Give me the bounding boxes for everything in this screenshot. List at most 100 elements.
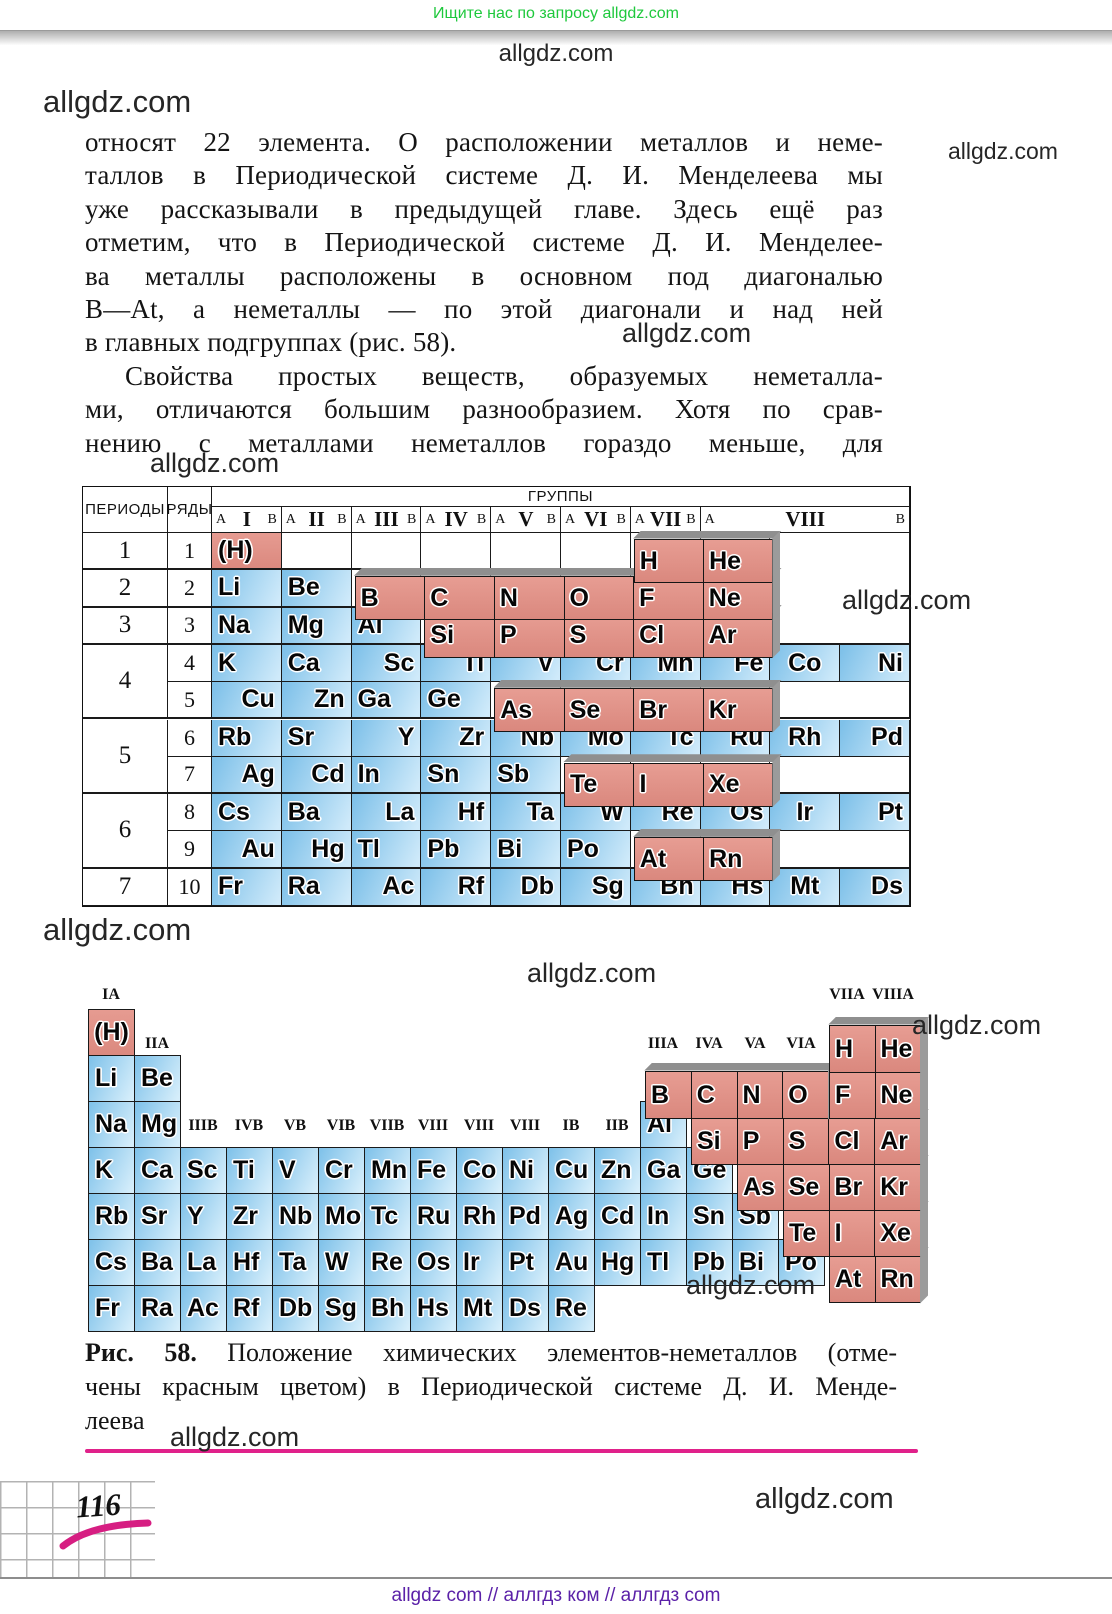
element-cell-O: O — [782, 1072, 828, 1118]
element-cell-Hf: Hf — [421, 794, 492, 832]
element-cell-Na: Na — [88, 1101, 135, 1148]
group-label-VIII: VIII — [417, 1117, 449, 1134]
element-cell-Ta: Ta — [272, 1239, 319, 1286]
element-cell-Kr: Kr — [874, 1164, 920, 1210]
empty-cell — [491, 533, 561, 571]
element-cell-Ga: Ga — [351, 682, 422, 720]
group-header-part: А — [634, 511, 645, 527]
period-7: 7 — [83, 868, 168, 906]
element-cell-F: F — [633, 577, 703, 620]
element-cell-Kr: Kr — [702, 689, 773, 732]
group-header-part: V — [518, 507, 534, 531]
header-ryady: РЯДЫ — [167, 487, 212, 533]
element-cell-He: He — [703, 540, 772, 582]
element-cell-Ne: Ne — [874, 1072, 921, 1118]
ryad-8: 8 — [168, 794, 212, 832]
element-cell-Re: Re — [548, 1285, 595, 1332]
element-cell-Ac: Ac — [180, 1285, 227, 1332]
element-cell-Au: Au — [548, 1239, 595, 1286]
element-cell-Zr: Zr — [226, 1193, 273, 1240]
element-cell-P: P — [493, 614, 564, 657]
element-cell-Li: Li — [88, 1055, 135, 1102]
footer-text: allgdz com // аллгдз ком // аллгдз com — [391, 1585, 721, 1606]
element-cell-Si: Si — [430, 621, 455, 650]
ryad-3: 3 — [168, 607, 212, 645]
top-banner-text: Ищите нас по запросу allgdz.com — [433, 5, 679, 22]
element-cell-Hg: Hg — [594, 1239, 641, 1286]
element-cell-He: He — [874, 1026, 921, 1072]
element-cell-La: La — [180, 1239, 227, 1286]
element-cell-Rn: Rn — [874, 1256, 921, 1302]
element-cell-Ba: Ba — [281, 794, 352, 832]
element-cell-Os: Os — [410, 1239, 457, 1286]
group-header-part: VII — [649, 507, 682, 531]
element-cell-(H): (H) — [212, 533, 282, 571]
element-cell-As: As — [743, 1172, 775, 1201]
element-cell-Fr: Fr — [212, 868, 282, 906]
group-label-IB: IB — [562, 1117, 580, 1134]
element-cell-As: As — [500, 695, 533, 724]
nonmetal-slab: As Se Br Kr — [737, 1163, 921, 1211]
element-cell-Fr: Fr — [88, 1285, 135, 1332]
group-label-VIIB: VIIB — [369, 1117, 405, 1134]
group-header-part: А — [285, 511, 296, 527]
watermark: allgdz.com — [43, 84, 192, 119]
paragraph-line: в главных подгруппах (рис. 58). — [85, 327, 457, 358]
element-cell-Ca: Ca — [134, 1147, 181, 1194]
group-header-part: В — [476, 511, 487, 527]
element-cell-Ru: Ru — [410, 1193, 457, 1240]
group-header-VIII: А VIII В — [700, 507, 910, 533]
grid-paper-decoration — [0, 1481, 155, 1577]
element-cell-Sn: Sn — [421, 756, 492, 795]
group-label-VIII: VIII — [509, 1117, 541, 1134]
group-header-part: VI — [584, 507, 608, 531]
element-cell-Cu: Cu — [548, 1147, 595, 1194]
element-cell-I: I — [633, 763, 702, 806]
element-cell-Rb: Rb — [88, 1193, 135, 1240]
element-cell-Ac: Ac — [351, 868, 422, 906]
nonmetal-slab: Si P S Cl Ar — [691, 1117, 921, 1165]
group-label-VIIIA: VIIIA — [872, 986, 914, 1003]
element-cell-Mo: Mo — [318, 1193, 365, 1240]
element-cell-Xe: Xe — [874, 1210, 920, 1256]
element-cell-O: O — [563, 577, 634, 620]
period-3: 3 — [83, 607, 168, 645]
element-cell-Tl: Tl — [351, 831, 422, 869]
element-cell-S: S — [563, 614, 634, 657]
element-cell-B: B — [360, 583, 379, 612]
element-cell-Tc: Tc — [364, 1193, 411, 1240]
element-cell-At: At — [639, 844, 667, 873]
element-cell-Cd: Cd — [594, 1193, 641, 1240]
element-cell-Fe: Fe — [410, 1147, 457, 1194]
element-cell-Re: Re — [364, 1239, 411, 1286]
group-header-part: В — [546, 511, 556, 527]
paragraph-line: ва металлы расположены в основном под ди… — [85, 260, 883, 291]
group-label-IIIB: IIIB — [188, 1117, 218, 1134]
element-cell-Rb: Rb — [212, 719, 282, 757]
element-cell-Sg: Sg — [561, 868, 631, 906]
group-header-part: I — [242, 507, 251, 531]
caption-line: Рис. 58. Положение химических элементов-… — [85, 1336, 897, 1370]
element-cell-Ds: Ds — [840, 868, 910, 906]
element-cell-Be: Be — [281, 570, 352, 608]
element-cell-Rf: Rf — [226, 1285, 273, 1332]
paragraph-line: относят 22 элемента. О расположении мета… — [85, 127, 883, 157]
element-cell-K: K — [88, 1147, 135, 1194]
element-cell-Be: Be — [134, 1055, 181, 1102]
group-header-part: А — [495, 511, 506, 527]
nonmetal-slab: H He — [829, 1025, 921, 1073]
group-header-part: IV — [444, 507, 468, 531]
element-cell-Cl: Cl — [828, 1118, 874, 1164]
watermark: allgdz.com — [842, 585, 972, 615]
group-label-VIB: VIB — [326, 1117, 356, 1134]
group-header-part: В — [895, 511, 905, 527]
ryad-7: 7 — [168, 756, 212, 795]
nonmetal-slab: At Rn — [633, 837, 774, 882]
group-header-part: А — [216, 511, 227, 527]
element-cell-La: La — [351, 794, 422, 832]
nonmetal-slab: At Rn — [829, 1255, 921, 1303]
nonmetal-slab: Te I Xe — [783, 1209, 921, 1257]
element-cell-Sc: Sc — [351, 644, 422, 683]
element-cell-Zr: Zr — [421, 719, 492, 757]
